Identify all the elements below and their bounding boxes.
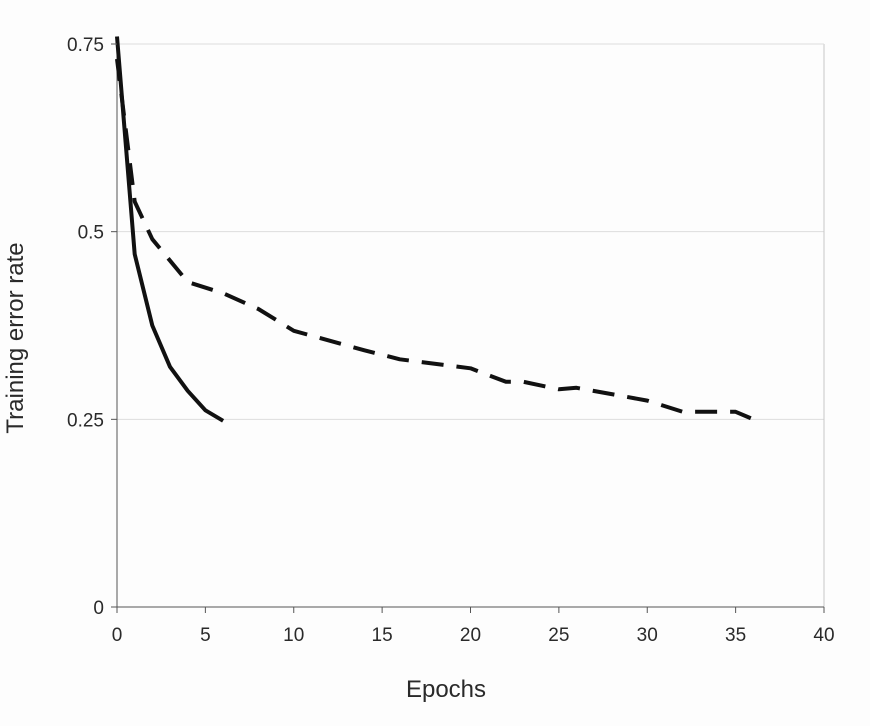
dashed-series-line-1 (115, 58, 755, 422)
x-tick-label-1: 5 (200, 625, 211, 646)
y-tick-label-1: 0.25 (67, 410, 104, 431)
plot-frame (111, 43, 825, 613)
y-tick-label-3: 0.75 (67, 35, 104, 56)
x-tick-label-7: 35 (725, 625, 746, 646)
tick-labels: 0 5 10 15 20 25 30 35 40 0 0.25 0.5 0.75 (67, 35, 835, 646)
y-axis-title: Training error rate (2, 242, 29, 433)
y-tick-label-2: 0.5 (78, 223, 104, 244)
x-tick-label-6: 30 (637, 625, 658, 646)
x-tick-label-2: 10 (283, 625, 304, 646)
x-tick-label-4: 20 (460, 625, 481, 646)
x-tick-label-8: 40 (813, 625, 834, 646)
x-tick-label-3: 15 (372, 625, 393, 646)
y-tick-label-0: 0 (93, 598, 104, 619)
series-lines (115, 36, 755, 423)
x-tick-label-0: 0 (112, 625, 123, 646)
solid-series-line-0 (115, 36, 225, 423)
x-axis-title: Epochs (406, 676, 486, 703)
x-tick-label-5: 25 (548, 625, 569, 646)
